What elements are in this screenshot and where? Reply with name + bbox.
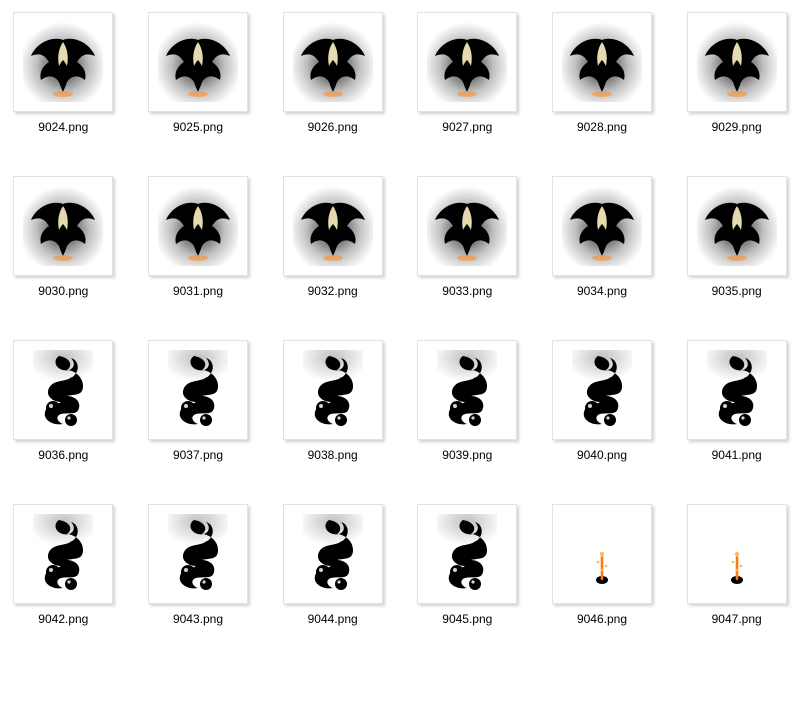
file-label: 9036.png	[38, 448, 88, 462]
file-thumbnail[interactable]	[687, 12, 787, 112]
file-grid: 9024.png 9025.png 9026.png 9027.png 9028.png…	[8, 12, 792, 626]
file-label: 9043.png	[173, 612, 223, 626]
file-thumbnail[interactable]	[687, 176, 787, 276]
file-item[interactable]: 9033.png	[414, 176, 520, 298]
file-item[interactable]: 9026.png	[280, 12, 386, 134]
file-thumbnail[interactable]	[552, 12, 652, 112]
file-label: 9033.png	[442, 284, 492, 298]
file-label: 9045.png	[442, 612, 492, 626]
file-label: 9037.png	[173, 448, 223, 462]
file-item[interactable]: 9046.png	[549, 504, 655, 626]
file-item[interactable]: 9027.png	[414, 12, 520, 134]
file-item[interactable]: 9043.png	[145, 504, 251, 626]
file-item[interactable]: 9034.png	[549, 176, 655, 298]
file-item[interactable]: 9032.png	[280, 176, 386, 298]
file-label: 9029.png	[712, 120, 762, 134]
file-item[interactable]: 9024.png	[10, 12, 116, 134]
file-label: 9046.png	[577, 612, 627, 626]
file-thumbnail[interactable]	[148, 340, 248, 440]
file-thumbnail[interactable]	[552, 504, 652, 604]
file-item[interactable]: 9047.png	[684, 504, 790, 626]
file-thumbnail[interactable]	[13, 340, 113, 440]
file-thumbnail[interactable]	[417, 504, 517, 604]
file-label: 9039.png	[442, 448, 492, 462]
file-thumbnail[interactable]	[417, 12, 517, 112]
file-thumbnail[interactable]	[283, 12, 383, 112]
file-item[interactable]: 9042.png	[10, 504, 116, 626]
file-label: 9024.png	[38, 120, 88, 134]
file-item[interactable]: 9036.png	[10, 340, 116, 462]
file-thumbnail[interactable]	[283, 340, 383, 440]
file-label: 9026.png	[308, 120, 358, 134]
file-item[interactable]: 9031.png	[145, 176, 251, 298]
file-label: 9034.png	[577, 284, 627, 298]
file-thumbnail[interactable]	[687, 504, 787, 604]
file-label: 9031.png	[173, 284, 223, 298]
file-label: 9025.png	[173, 120, 223, 134]
file-item[interactable]: 9039.png	[414, 340, 520, 462]
file-thumbnail[interactable]	[687, 340, 787, 440]
file-thumbnail[interactable]	[417, 176, 517, 276]
file-item[interactable]: 9035.png	[684, 176, 790, 298]
file-item[interactable]: 9040.png	[549, 340, 655, 462]
file-label: 9032.png	[308, 284, 358, 298]
file-label: 9044.png	[308, 612, 358, 626]
file-label: 9035.png	[712, 284, 762, 298]
file-item[interactable]: 9041.png	[684, 340, 790, 462]
file-thumbnail[interactable]	[148, 504, 248, 604]
file-thumbnail[interactable]	[552, 176, 652, 276]
file-thumbnail[interactable]	[13, 12, 113, 112]
file-item[interactable]: 9025.png	[145, 12, 251, 134]
file-label: 9047.png	[712, 612, 762, 626]
file-item[interactable]: 9045.png	[414, 504, 520, 626]
file-thumbnail[interactable]	[552, 340, 652, 440]
file-label: 9040.png	[577, 448, 627, 462]
file-thumbnail[interactable]	[148, 12, 248, 112]
file-item[interactable]: 9030.png	[10, 176, 116, 298]
file-thumbnail[interactable]	[148, 176, 248, 276]
file-thumbnail[interactable]	[13, 504, 113, 604]
file-thumbnail[interactable]	[13, 176, 113, 276]
file-label: 9041.png	[712, 448, 762, 462]
file-label: 9027.png	[442, 120, 492, 134]
file-label: 9042.png	[38, 612, 88, 626]
file-thumbnail[interactable]	[283, 176, 383, 276]
file-thumbnail[interactable]	[283, 504, 383, 604]
file-thumbnail[interactable]	[417, 340, 517, 440]
file-item[interactable]: 9037.png	[145, 340, 251, 462]
file-item[interactable]: 9028.png	[549, 12, 655, 134]
file-label: 9030.png	[38, 284, 88, 298]
file-label: 9028.png	[577, 120, 627, 134]
file-item[interactable]: 9044.png	[280, 504, 386, 626]
file-label: 9038.png	[308, 448, 358, 462]
file-item[interactable]: 9029.png	[684, 12, 790, 134]
file-item[interactable]: 9038.png	[280, 340, 386, 462]
